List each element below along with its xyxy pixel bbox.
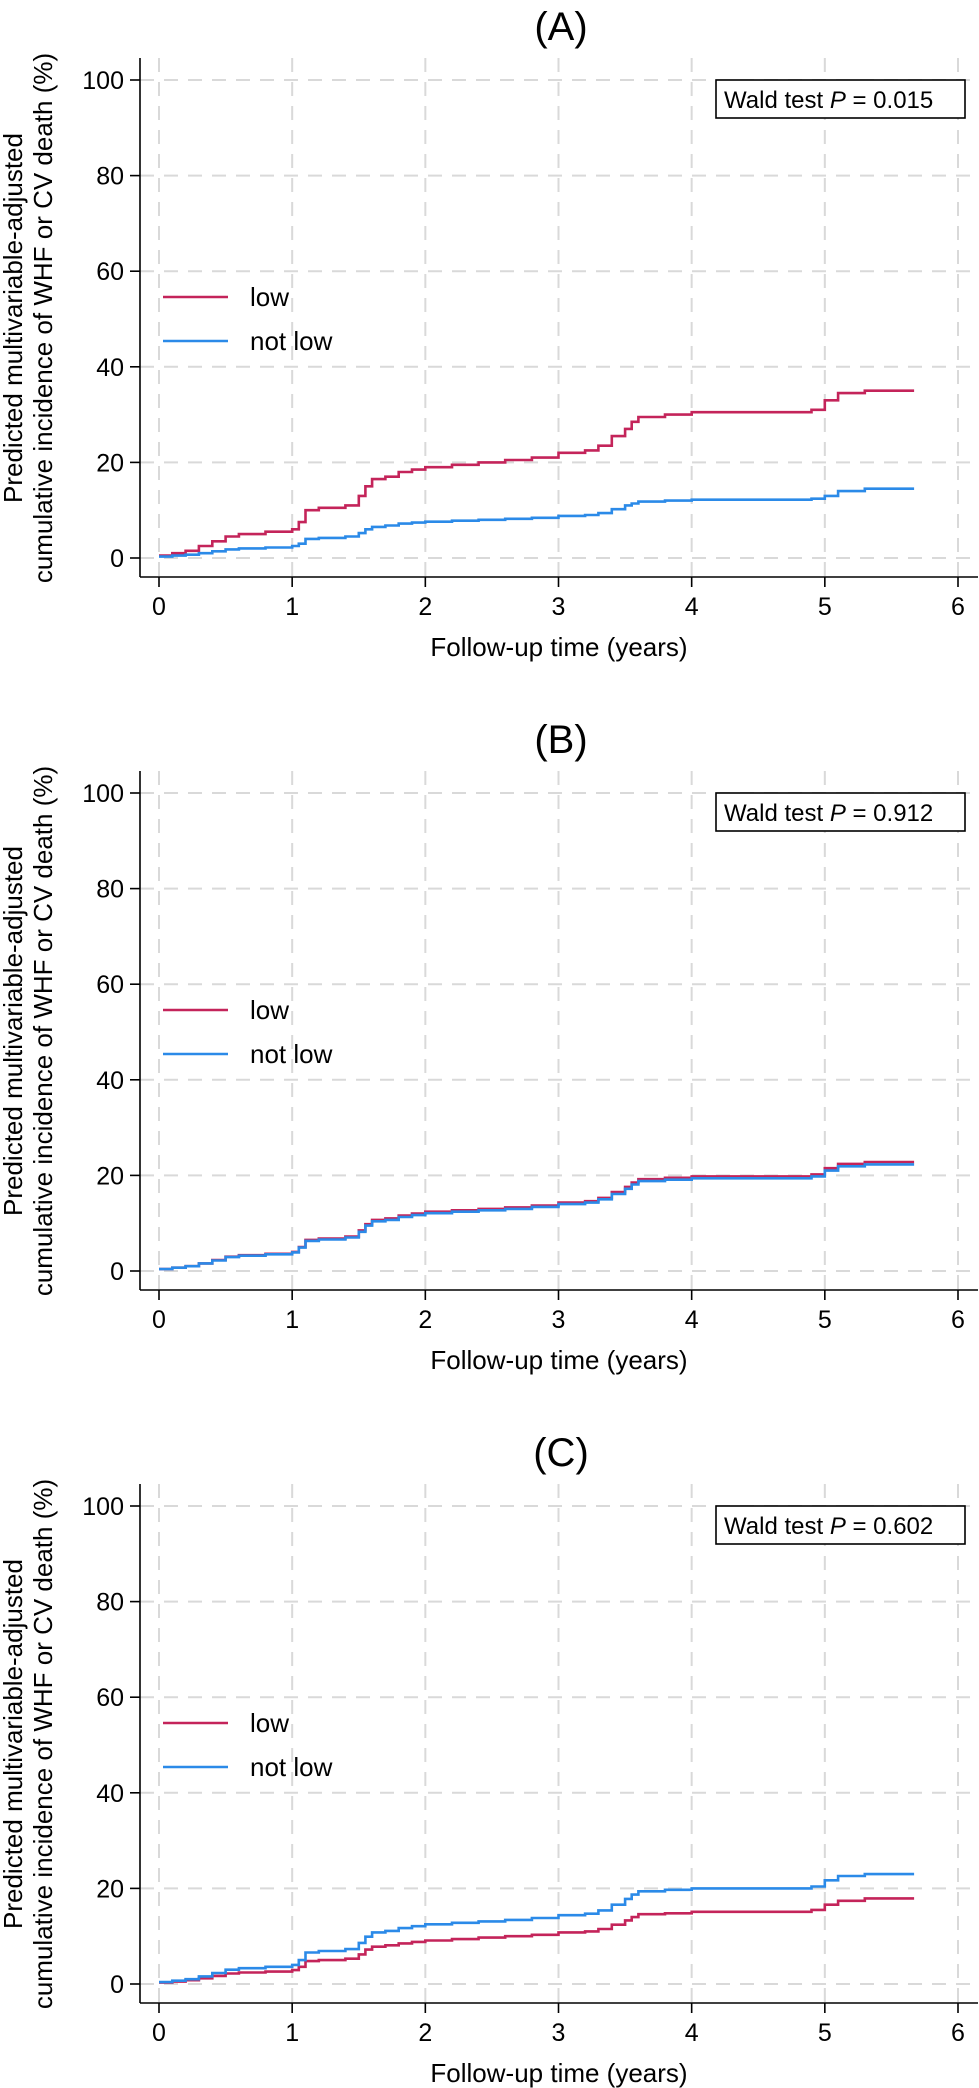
series-line-low bbox=[159, 389, 915, 557]
y-tick-label: 80 bbox=[96, 1589, 124, 1617]
x-tick-label: 0 bbox=[152, 2019, 166, 2047]
wald-test-value: = 0.912 bbox=[846, 800, 933, 827]
x-tick-label: 1 bbox=[285, 1306, 299, 1334]
y-tick-label: 80 bbox=[96, 163, 124, 191]
series-line-not-low bbox=[159, 1872, 915, 1984]
wald-test-p: P bbox=[830, 800, 846, 827]
y-tick-label: 40 bbox=[96, 1067, 124, 1095]
x-tick-label: 4 bbox=[685, 1306, 699, 1334]
chart-panel-2: (B) 0 20 40 60 80 100 0 1 2 3 4 5 6 Follow-up time (ye… bbox=[0, 718, 978, 1375]
x-tick-label: 2 bbox=[418, 593, 432, 621]
y-tick-label: 40 bbox=[96, 1780, 124, 1808]
wald-test-label: Wald test P = 0.912 bbox=[724, 800, 933, 827]
panel-title: (B) bbox=[534, 718, 587, 762]
x-tick-label: 3 bbox=[552, 1306, 566, 1334]
x-tick-label: 1 bbox=[285, 593, 299, 621]
wald-test-box bbox=[715, 1505, 966, 1545]
y-tick-label: 0 bbox=[110, 1258, 124, 1286]
y-tick-label: 100 bbox=[82, 67, 124, 95]
x-tick-label: 4 bbox=[685, 593, 699, 621]
y-tick-label: 80 bbox=[96, 876, 124, 904]
x-tick-label: 5 bbox=[818, 1306, 832, 1334]
panel-title: (C) bbox=[533, 1431, 589, 1475]
x-tick-label: 4 bbox=[685, 2019, 699, 2047]
y-tick-label: 0 bbox=[110, 1971, 124, 1999]
x-tick-label: 5 bbox=[818, 593, 832, 621]
legend-label: not low bbox=[250, 1039, 333, 1069]
panel-title: (A) bbox=[534, 5, 587, 49]
x-axis-title: Follow-up time (years) bbox=[430, 632, 687, 662]
wald-test-p: P bbox=[830, 1513, 846, 1540]
wald-test-value: = 0.015 bbox=[846, 87, 933, 114]
x-tick-label: 1 bbox=[285, 2019, 299, 2047]
y-axis-title: Predicted multivariable-adjustedcumulati… bbox=[0, 53, 58, 583]
wald-test-p: P bbox=[830, 87, 846, 114]
legend-label: not low bbox=[250, 1752, 333, 1782]
y-axis-title-line: Predicted multivariable-adjusted bbox=[0, 1559, 28, 1929]
x-tick-label: 2 bbox=[418, 1306, 432, 1334]
x-tick-label: 6 bbox=[951, 1306, 965, 1334]
x-tick-label: 6 bbox=[951, 2019, 965, 2047]
y-tick-label: 20 bbox=[96, 1875, 124, 1903]
x-axis-title: Follow-up time (years) bbox=[430, 2058, 687, 2088]
y-tick-label: 60 bbox=[96, 1684, 124, 1712]
x-tick-label: 5 bbox=[818, 2019, 832, 2047]
y-axis-title-line: Predicted multivariable-adjusted bbox=[0, 133, 28, 503]
y-axis-title: Predicted multivariable-adjustedcumulati… bbox=[0, 766, 58, 1296]
y-axis-title-line: Predicted multivariable-adjusted bbox=[0, 846, 28, 1216]
wald-test-label: Wald test P = 0.602 bbox=[724, 1513, 933, 1540]
series-line-low bbox=[159, 1897, 915, 1984]
legend-label: low bbox=[250, 282, 289, 312]
y-axis-title-line: cumulative incidence of WHF or CV death … bbox=[28, 1479, 58, 2009]
y-tick-label: 100 bbox=[82, 1493, 124, 1521]
x-tick-label: 3 bbox=[552, 593, 566, 621]
wald-test-value: = 0.602 bbox=[846, 1513, 933, 1540]
series-line-not-low bbox=[159, 1163, 915, 1271]
x-tick-label: 2 bbox=[418, 2019, 432, 2047]
y-axis-title-line: cumulative incidence of WHF or CV death … bbox=[28, 766, 58, 1296]
y-tick-label: 20 bbox=[96, 1162, 124, 1190]
wald-test-box bbox=[715, 792, 966, 832]
y-axis-title: Predicted multivariable-adjustedcumulati… bbox=[0, 1479, 58, 2009]
x-tick-label: 3 bbox=[552, 2019, 566, 2047]
y-tick-label: 0 bbox=[110, 545, 124, 573]
y-tick-label: 20 bbox=[96, 449, 124, 477]
wald-test-prefix: Wald test bbox=[724, 1513, 830, 1540]
legend-label: low bbox=[250, 995, 289, 1025]
y-tick-label: 40 bbox=[96, 354, 124, 382]
wald-test-prefix: Wald test bbox=[724, 87, 830, 114]
chart-panel-1: (A) 0 20 40 60 80 100 0 1 2 3 4 5 6 Follow-up time (ye… bbox=[0, 5, 978, 662]
legend-label: not low bbox=[250, 326, 333, 356]
legend-label: low bbox=[250, 1708, 289, 1738]
series-line-not-low bbox=[159, 487, 915, 558]
x-tick-label: 6 bbox=[951, 593, 965, 621]
y-axis-title-line: cumulative incidence of WHF or CV death … bbox=[28, 53, 58, 583]
wald-test-box bbox=[715, 79, 966, 119]
x-tick-label: 0 bbox=[152, 593, 166, 621]
y-tick-label: 60 bbox=[96, 258, 124, 286]
wald-test-prefix: Wald test bbox=[724, 800, 830, 827]
x-axis-title: Follow-up time (years) bbox=[430, 1345, 687, 1375]
y-tick-label: 60 bbox=[96, 971, 124, 999]
chart-panel-3: (C) 0 20 40 60 80 100 0 1 2 3 4 5 6 Follow-up time (ye… bbox=[0, 1431, 978, 2088]
wald-test-label: Wald test P = 0.015 bbox=[724, 87, 933, 114]
y-tick-label: 100 bbox=[82, 780, 124, 808]
x-tick-label: 0 bbox=[152, 1306, 166, 1334]
